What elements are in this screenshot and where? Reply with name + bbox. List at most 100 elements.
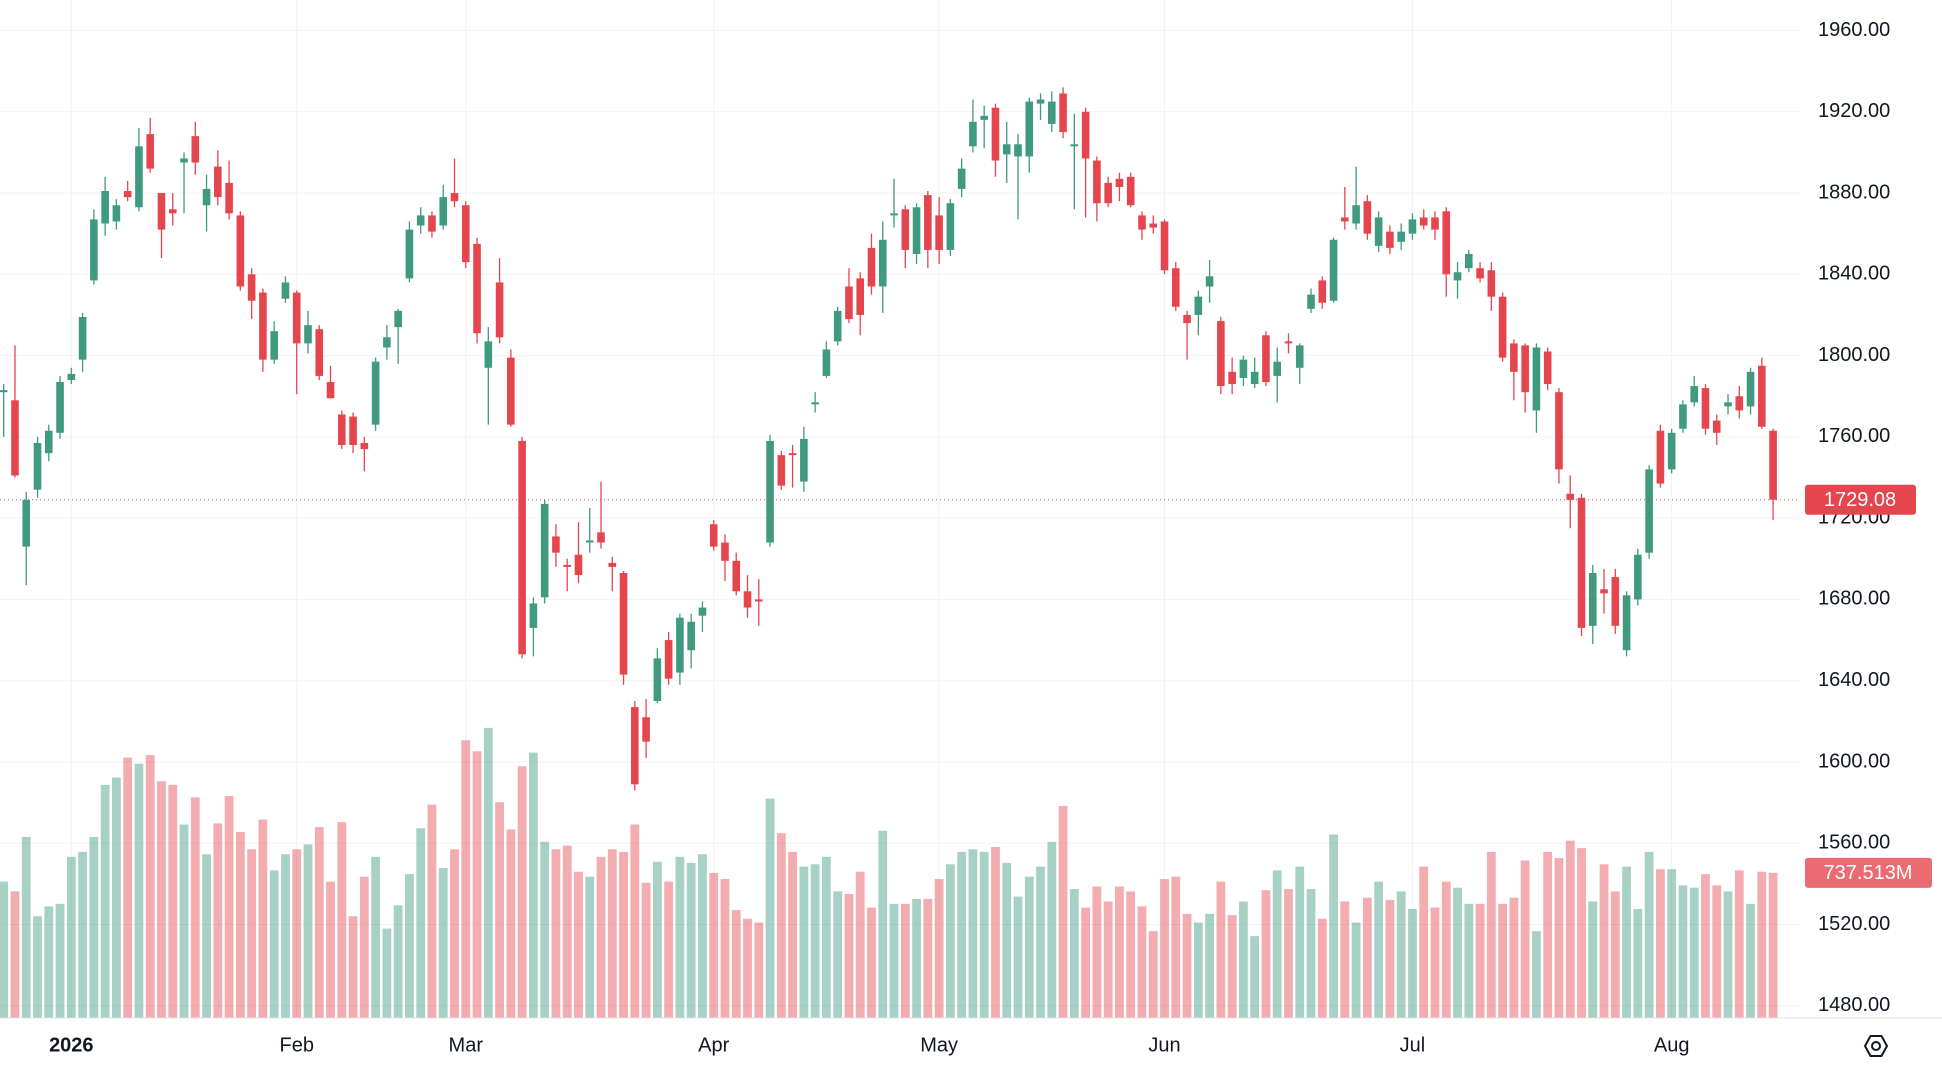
volume-bar: [878, 830, 888, 1018]
volume-bar: [957, 851, 967, 1018]
candle-body: [371, 361, 380, 425]
y-tick-label: 1840.00: [1818, 263, 1890, 285]
candle-body: [281, 282, 290, 299]
volume-bar: [698, 854, 707, 1018]
candle-body: [1318, 280, 1327, 303]
volume-bar: [21, 836, 31, 1018]
candle-body: [631, 707, 639, 785]
candle-body: [529, 603, 538, 628]
candle-body: [1431, 217, 1439, 230]
volume-bar: [416, 828, 426, 1018]
candle-body: [90, 219, 98, 281]
candle-body: [721, 542, 729, 561]
volume-bar: [157, 781, 166, 1018]
volume-bar: [1137, 906, 1147, 1018]
candle-body: [1712, 420, 1721, 433]
volume-bar: [720, 879, 730, 1018]
candle-body: [1160, 221, 1169, 271]
volume-bar: [1768, 872, 1778, 1018]
candle-body: [180, 158, 188, 163]
y-tick-label: 1760.00: [1818, 425, 1890, 447]
candle-body: [1656, 430, 1665, 484]
candle-body: [1295, 345, 1304, 368]
y-tick-label: 1920.00: [1818, 100, 1890, 122]
candle-body: [1397, 231, 1405, 242]
volume-bar: [934, 879, 944, 1018]
candle-body: [1363, 201, 1372, 234]
candle-body: [1284, 341, 1293, 344]
candle-body: [1205, 276, 1214, 287]
candle-body: [1690, 386, 1698, 403]
volume-bar: [1047, 841, 1057, 1018]
volume-bar: [44, 906, 54, 1018]
candle-body: [56, 382, 64, 433]
candle-body: [597, 532, 605, 543]
volume-label-box: [1805, 857, 1932, 888]
volume-bar: [1261, 890, 1271, 1018]
y-tick-label: 1680.00: [1818, 588, 1890, 610]
candle-body: [1521, 345, 1529, 393]
volume-bar: [1419, 866, 1429, 1018]
y-tick-label: 1800.00: [1818, 344, 1890, 366]
candle-body: [1645, 469, 1653, 553]
volume-bar: [945, 864, 955, 1018]
volume-bar: [1577, 848, 1586, 1018]
candle-body: [980, 115, 988, 120]
candle-body: [1510, 343, 1518, 372]
volume-bar: [844, 893, 854, 1018]
y-tick-label: 1960.00: [1818, 19, 1890, 41]
candle-body: [777, 455, 786, 486]
x-tick-label: May: [920, 1034, 958, 1056]
candle-body: [1239, 359, 1248, 378]
settings-hexagon[interactable]: [1863, 1035, 1889, 1057]
candle-body: [507, 357, 515, 425]
candle-body: [664, 640, 673, 679]
candle-body: [1115, 178, 1124, 187]
candle-body: [1465, 253, 1473, 269]
candle-body: [754, 599, 763, 602]
candle-body: [878, 239, 887, 287]
candle-body: [270, 331, 278, 360]
volume-bar: [968, 849, 978, 1018]
candle-body: [788, 453, 797, 456]
candle-body: [146, 134, 155, 169]
candle-body: [11, 400, 19, 476]
settings-center[interactable]: [1871, 1041, 1881, 1051]
volume-bar: [450, 849, 459, 1018]
candle-body: [856, 278, 865, 315]
candle-body: [1070, 144, 1079, 147]
candle-body: [383, 337, 391, 348]
candle-body: [135, 146, 143, 208]
volume-bar: [1734, 870, 1744, 1018]
volume-bar: [168, 784, 178, 1018]
volume-bar: [1171, 876, 1181, 1018]
volume-bar: [303, 844, 313, 1018]
candle-body: [698, 607, 707, 616]
volume-bar: [619, 851, 628, 1018]
x-tick-label: Mar: [449, 1034, 484, 1056]
settings-icon[interactable]: [1863, 1035, 1889, 1057]
candle-body: [157, 193, 166, 230]
candle-body: [1341, 217, 1349, 222]
volume-bar: [1498, 903, 1508, 1018]
volume-bar: [123, 757, 133, 1018]
volume-bar: [1746, 903, 1755, 1018]
candle-body: [653, 658, 662, 702]
volume-bar: [1216, 881, 1226, 1018]
volume-bar: [754, 922, 764, 1018]
candle-body: [766, 440, 774, 543]
candle-body: [969, 121, 977, 147]
candle-body: [957, 168, 966, 189]
volume-bar: [1182, 913, 1192, 1018]
candle-body: [1453, 272, 1462, 281]
candle-body: [935, 215, 943, 250]
volume-bar: [1678, 885, 1688, 1018]
volume-bar: [1329, 834, 1338, 1018]
candle-body: [315, 329, 324, 376]
candle-body: [1746, 371, 1755, 407]
candle-body: [811, 402, 819, 405]
volume-bar: [912, 898, 921, 1018]
volume-bar: [281, 854, 290, 1018]
candle-body: [1611, 577, 1620, 626]
